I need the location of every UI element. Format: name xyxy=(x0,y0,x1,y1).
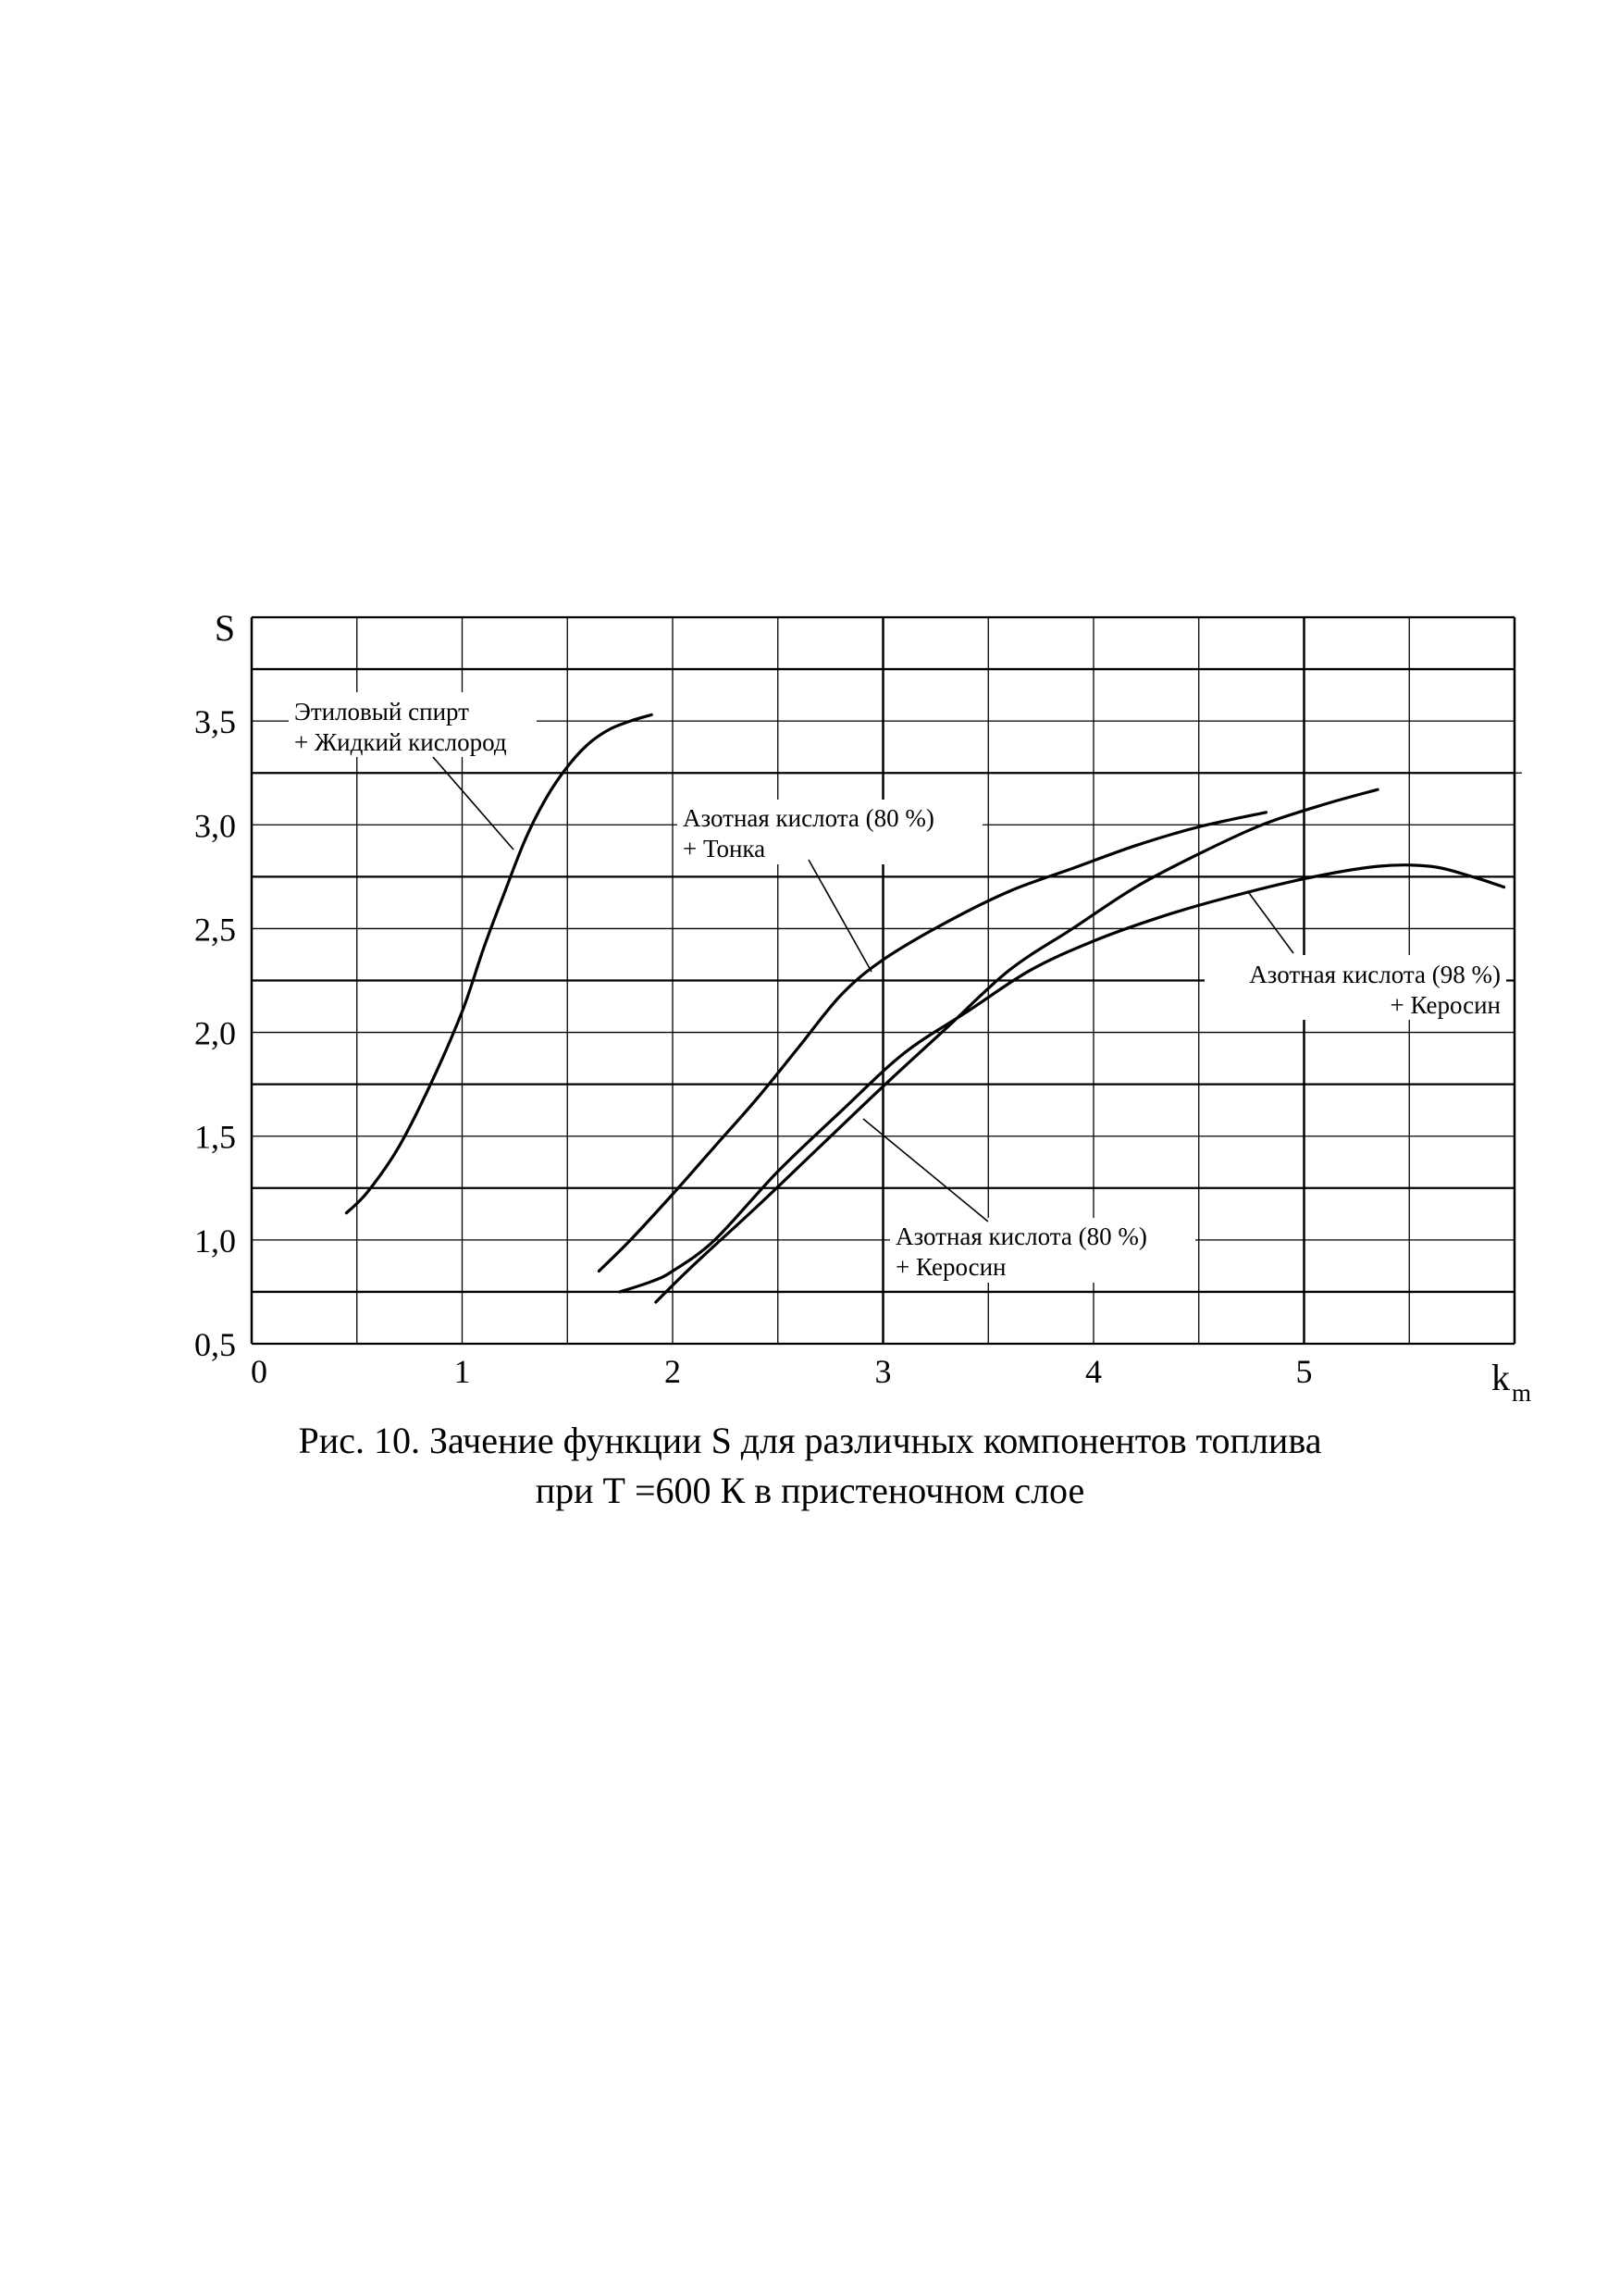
y-tick-label: 3,5 xyxy=(194,703,236,740)
series-label-line: Азотная кислота (98 %) xyxy=(1249,961,1501,988)
annotation-leader-line xyxy=(1248,892,1294,954)
grid xyxy=(250,615,1522,1346)
series-line-3 xyxy=(618,863,1506,1294)
series-label-line: + Керосин xyxy=(896,1253,1007,1281)
figure-caption: Рис. 10. Зачение функции S для различных… xyxy=(0,1416,1620,1516)
series-label-line: + Тонка xyxy=(683,835,765,863)
series-line-2 xyxy=(597,811,1268,1273)
x-tick-label: 1 xyxy=(454,1353,471,1390)
series-label-line: + Керосин xyxy=(1391,991,1502,1019)
y-axis-label: S xyxy=(215,607,235,649)
x-tick-label: 2 xyxy=(664,1353,681,1390)
y-tick-label: 1,5 xyxy=(194,1119,236,1156)
x-tick-label: 5 xyxy=(1296,1353,1313,1390)
x-tick-label: 3 xyxy=(875,1353,892,1390)
tick-labels: 0,5 1,0 1,5 2,0 2,5 3,0 3,5 0 1 2 3 4 5 xyxy=(194,703,1313,1390)
caption-line-2: при Т =600 К в пристеночном слое xyxy=(535,1470,1085,1511)
x-axis-label: k xyxy=(1491,1357,1510,1398)
y-tick-label: 2,0 xyxy=(194,1015,236,1052)
annotation-leader-line xyxy=(862,1118,989,1222)
caption-line-1: Рис. 10. Зачение функции S для различных… xyxy=(298,1420,1322,1461)
annotation-background xyxy=(890,1218,1195,1283)
series-label-line: + Жидкий кислород xyxy=(294,728,507,756)
x-tick-label: 4 xyxy=(1085,1353,1102,1390)
series-label-line: Этиловый спирт xyxy=(294,698,469,726)
y-tick-label: 0,5 xyxy=(194,1326,236,1363)
annotation-background xyxy=(289,692,537,757)
annotation-leader-line xyxy=(432,756,514,850)
annotation-background xyxy=(1205,955,1506,1020)
annotation-background xyxy=(677,800,983,864)
series-label-line: Азотная кислота (80 %) xyxy=(683,804,934,832)
y-tick-label: 2,5 xyxy=(194,911,236,948)
series-line-4 xyxy=(654,788,1379,1304)
series-label-line: Азотная кислота (80 %) xyxy=(896,1222,1147,1250)
x-tick-label: 0 xyxy=(251,1353,267,1390)
y-tick-label: 1,0 xyxy=(194,1222,236,1260)
series-line-1 xyxy=(344,713,653,1215)
annotation-leader-line xyxy=(808,859,872,973)
series-lines xyxy=(344,713,1506,1304)
x-axis-label-subscript: m xyxy=(1512,1379,1531,1407)
y-tick-label: 3,0 xyxy=(194,807,236,844)
annotations: Этиловый спирт+ Жидкий кислород Азотная к… xyxy=(289,692,1506,1283)
